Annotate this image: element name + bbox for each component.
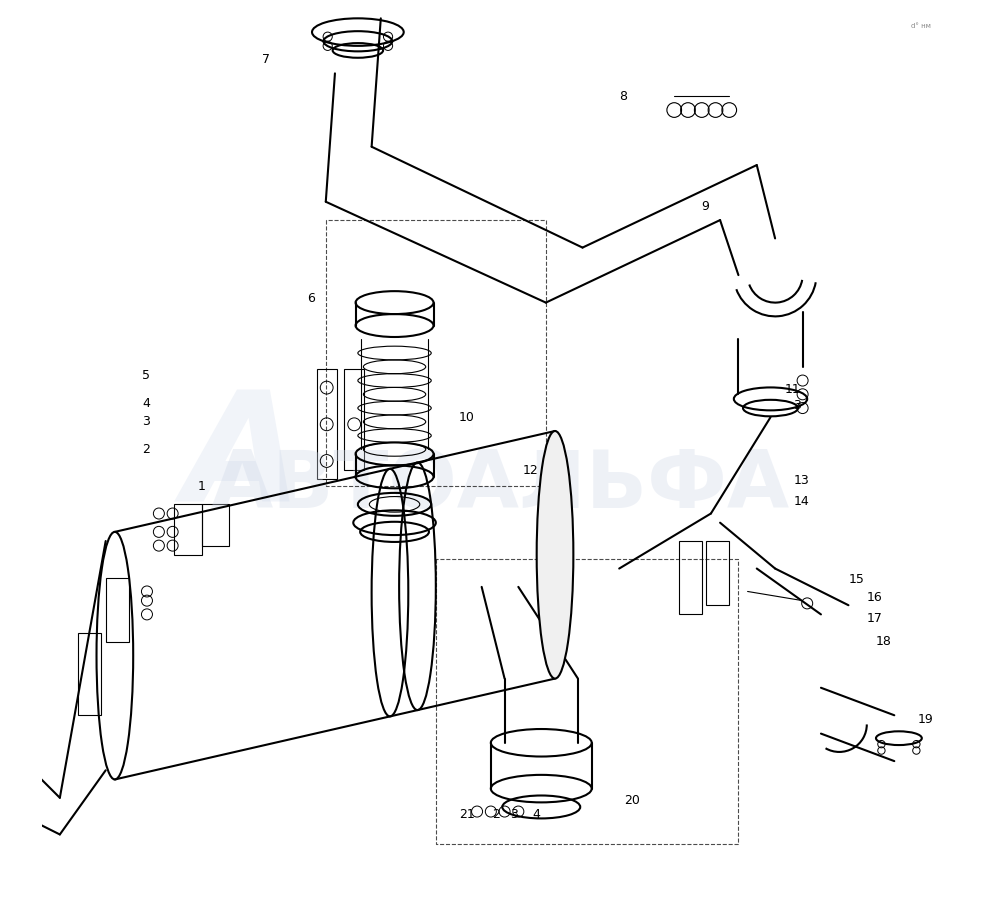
Text: 5: 5 (142, 370, 150, 382)
Text: 19: 19 (917, 713, 933, 726)
Text: 10: 10 (459, 411, 475, 424)
Text: A: A (184, 384, 302, 533)
Text: 16: 16 (867, 591, 883, 604)
Text: 3: 3 (793, 399, 801, 412)
Text: 3: 3 (510, 808, 518, 821)
Text: d° нм: d° нм (911, 23, 931, 29)
Text: 14: 14 (793, 495, 809, 508)
Text: 20: 20 (624, 794, 640, 807)
Ellipse shape (537, 431, 573, 679)
Text: 15: 15 (848, 573, 864, 586)
Text: 7: 7 (262, 53, 270, 66)
Text: АВТОАЛЬФА: АВТОАЛЬФА (210, 447, 790, 525)
Text: 1: 1 (197, 480, 205, 492)
Text: 13: 13 (793, 474, 809, 487)
Text: 3: 3 (142, 415, 150, 428)
Text: 17: 17 (867, 613, 883, 625)
Text: 6: 6 (307, 292, 315, 304)
Text: 2: 2 (492, 808, 500, 821)
Text: 8: 8 (619, 90, 627, 103)
Text: 9: 9 (702, 200, 710, 213)
Text: 4: 4 (532, 808, 540, 821)
Text: 11: 11 (784, 383, 800, 396)
Text: 18: 18 (876, 635, 892, 648)
Text: 12: 12 (523, 464, 539, 477)
Text: 2: 2 (142, 443, 150, 456)
Text: 21: 21 (459, 808, 474, 821)
Text: 4: 4 (142, 397, 150, 410)
